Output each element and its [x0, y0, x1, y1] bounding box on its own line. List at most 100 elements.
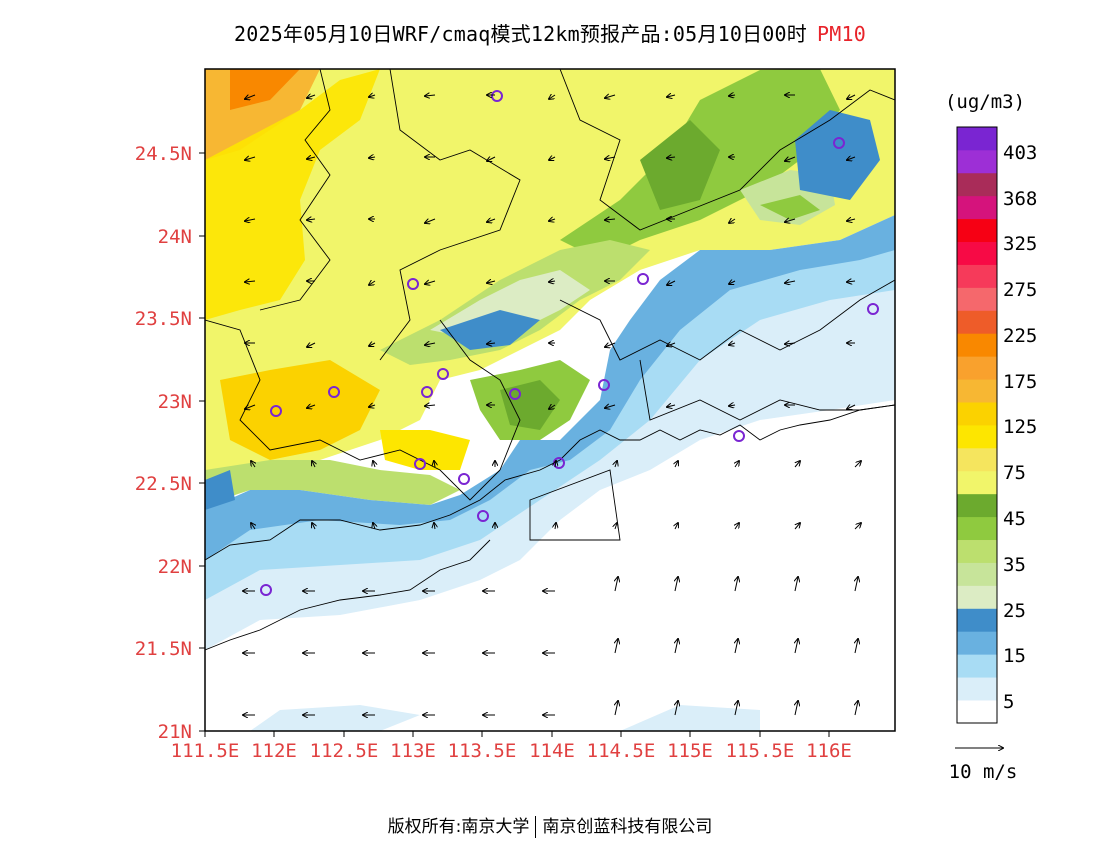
lon-label: 114E [529, 740, 575, 762]
lat-label: 22N [158, 556, 192, 578]
colorbar-label: 275 [1003, 279, 1037, 301]
wind-arrow [735, 577, 738, 592]
wind-arrow [847, 95, 856, 99]
wind-arrow [425, 343, 436, 345]
lat-axis: 24.5N 24N 23.5N 23N 22.5N 22N 21.5N 21N [135, 143, 205, 743]
wind-arrow [615, 639, 618, 654]
wind-arrow [615, 701, 618, 716]
station-marker [421, 386, 433, 398]
colorbar-swatch [957, 470, 997, 495]
wind-arrow [487, 219, 496, 222]
wind-arrow [615, 577, 618, 592]
colorbar-label: 368 [1003, 188, 1037, 210]
station-marker [407, 278, 419, 290]
colorbar-swatch [957, 585, 997, 609]
wind-arrow [487, 281, 496, 283]
colorbar-label: 35 [1003, 554, 1026, 576]
colorbar-label: 403 [1003, 142, 1037, 164]
wind-arrow [555, 461, 556, 468]
colorbar: (ug/m3) 403 368 325 275 225 175 125 75 4… [945, 91, 1037, 724]
station-marker [328, 386, 340, 398]
wind-arrow [549, 219, 556, 221]
colorbar-swatch [957, 700, 997, 724]
wind-arrow [795, 577, 798, 592]
wind-arrow [369, 95, 376, 97]
wind-arrow [785, 343, 796, 344]
wind-arrow [549, 281, 556, 282]
wind-arrow [555, 523, 556, 530]
wind-arrow [245, 157, 256, 160]
wind-arrow [675, 577, 678, 592]
lon-label: 112E [251, 740, 297, 762]
colorbar-swatch [957, 149, 997, 174]
wind-arrow [675, 461, 678, 468]
wind-arrow [307, 219, 316, 220]
wind-arrow [729, 405, 736, 406]
lat-label: 23N [158, 391, 192, 413]
wind-arrow [605, 157, 616, 159]
lon-label: 113.5E [448, 740, 517, 762]
wind-arrow [729, 281, 736, 284]
wind-arrow [854, 461, 861, 468]
colorbar-swatch [957, 241, 997, 265]
lat-label: 21.5N [135, 638, 192, 660]
station-marker [509, 388, 521, 400]
wind-arrow [434, 523, 435, 530]
wind-arrow [729, 219, 736, 223]
colorbar-swatch [957, 493, 997, 518]
colorbar-swatch [957, 654, 997, 678]
colorbar-swatch [957, 356, 997, 380]
wind-arrow [667, 95, 676, 97]
wind-arrow [245, 219, 256, 221]
wind-arrow [549, 157, 556, 160]
wind-arrow [667, 343, 676, 346]
colorbar-label: 15 [1003, 645, 1026, 667]
lat-label: 24N [158, 226, 192, 248]
lon-label: 115.5E [726, 740, 795, 762]
colorbar-label: 325 [1003, 233, 1037, 255]
footer-right: 南京创蓝科技有限公司 [542, 817, 713, 837]
wind-arrow [373, 523, 375, 530]
wind-arrow [307, 95, 316, 98]
colorbar-swatch [957, 562, 997, 586]
colorbar-label: 45 [1003, 508, 1026, 530]
colorbar-label: 225 [1003, 325, 1037, 347]
station-marker [414, 458, 426, 470]
station-marker [833, 137, 845, 149]
wind-arrow [675, 523, 678, 530]
lat-label: 21N [158, 721, 192, 743]
wind-arrow [251, 461, 255, 468]
station-marker [270, 405, 282, 417]
lon-axis: 111.5E 112E 112.5E 113E 113.5E 114E 114.… [171, 731, 852, 762]
wind-arrow [735, 461, 739, 468]
lat-label: 23.5N [135, 308, 192, 330]
wind-arrow [667, 405, 676, 407]
colorbar-swatch [957, 310, 997, 334]
map-title: 2025年05月10日WRF/cmaq模式12km预报产品:05月10日00时 P… [0, 18, 1100, 47]
colorbar-swatch [957, 402, 997, 426]
wind-arrow [605, 219, 616, 220]
lon-label: 111.5E [171, 740, 240, 762]
station-marker [491, 90, 503, 102]
wind-arrow [855, 577, 858, 592]
footer-separator [535, 816, 537, 838]
wind-arrow [245, 405, 256, 409]
colorbar-swatch [957, 127, 997, 151]
station-marker [733, 430, 745, 442]
colorbar-swatch [957, 516, 997, 541]
wind-arrow [307, 343, 316, 347]
wind-arrow [735, 639, 738, 654]
footer-left: 版权所有:南京大学 [387, 817, 530, 837]
wind-arrow [854, 523, 861, 530]
wind-arrow [549, 405, 556, 409]
wind-arrow [373, 461, 375, 468]
colorbar-swatch [957, 677, 997, 701]
colorbar-label: 25 [1003, 600, 1026, 622]
wind-arrow [487, 157, 496, 161]
footer: 版权所有:南京大学 南京创蓝科技有限公司 [0, 812, 1100, 838]
wind-arrow [605, 343, 616, 347]
wind-arrow [855, 701, 858, 716]
wind-arrow [425, 281, 436, 284]
pollutant-label: PM10 [816, 22, 866, 46]
